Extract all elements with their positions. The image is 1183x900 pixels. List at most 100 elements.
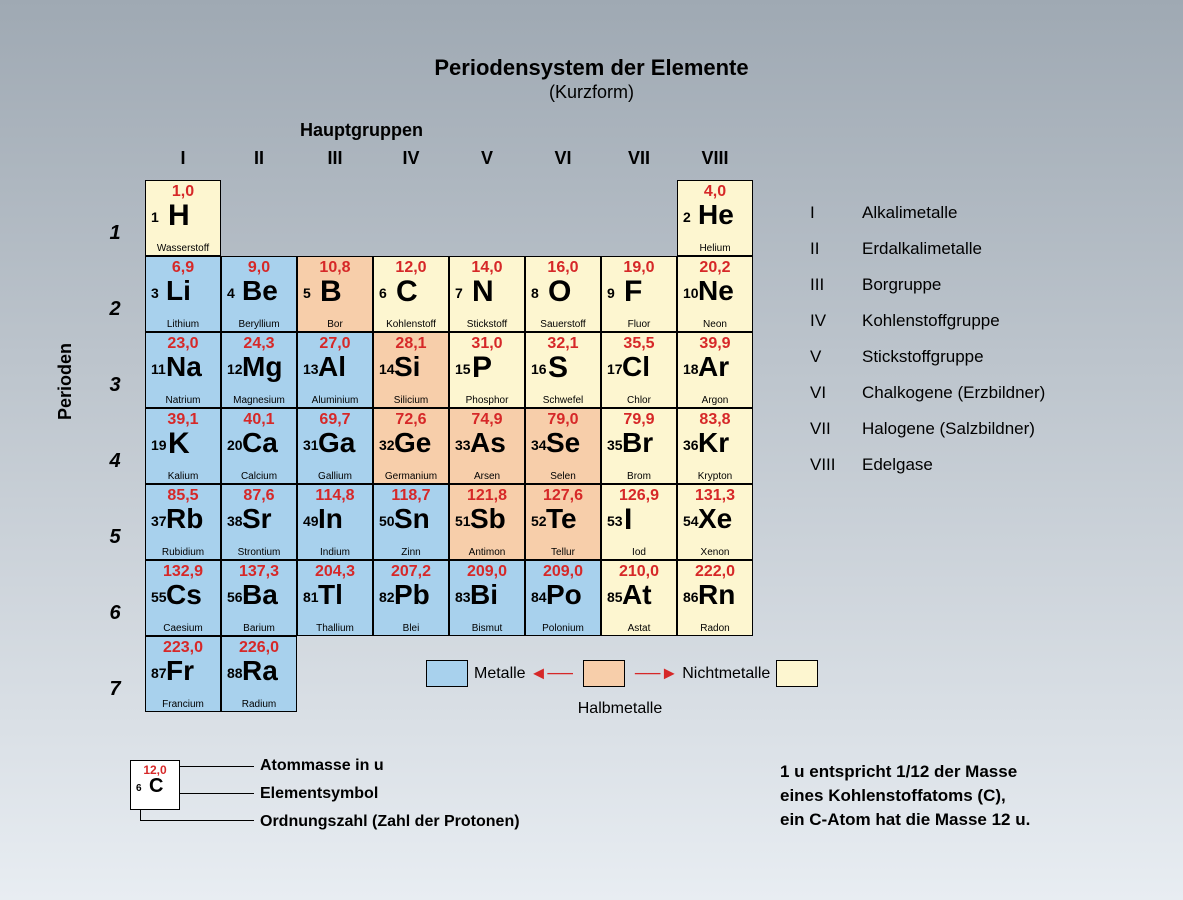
key-line-3 xyxy=(140,820,254,821)
legend-group-label: Edelgase xyxy=(862,447,933,483)
element-number: 51 xyxy=(455,513,471,529)
element-name: Wasserstoff xyxy=(146,243,220,254)
element-name: Aluminium xyxy=(298,395,372,406)
element-symbol: Rn xyxy=(698,579,735,611)
element-cell: 114,849InIndium xyxy=(297,484,373,560)
element-number: 18 xyxy=(683,361,699,377)
element-number: 86 xyxy=(683,589,699,605)
key-sym: C xyxy=(149,775,163,798)
element-symbol: Ar xyxy=(698,351,729,383)
element-symbol: Xe xyxy=(698,503,732,535)
legend-groups: IAlkalimetalleIIErdalkalimetalleIIIBorgr… xyxy=(810,195,1045,483)
element-cell: 35,517ClChlor xyxy=(601,332,677,408)
label-nonmetal: Nichtmetalle xyxy=(682,665,770,683)
element-symbol: C xyxy=(396,275,418,309)
element-cell: 9,04BeBeryllium xyxy=(221,256,297,332)
element-name: Astat xyxy=(602,623,676,634)
element-symbol: P xyxy=(472,351,492,385)
legend-group-num: IV xyxy=(810,303,862,339)
element-symbol: Bi xyxy=(470,579,498,611)
element-symbol: Al xyxy=(318,351,346,383)
element-number: 10 xyxy=(683,285,699,301)
period-number: 2 xyxy=(100,271,130,347)
element-name: Calcium xyxy=(222,471,296,482)
subtitle: (Kurzform) xyxy=(0,82,1183,103)
element-name: Krypton xyxy=(678,471,752,482)
group-header: IV xyxy=(373,148,449,169)
element-cell: 4,02HeHelium xyxy=(677,180,753,256)
element-name: Fluor xyxy=(602,319,676,330)
element-name: Strontium xyxy=(222,547,296,558)
legend-group-num: I xyxy=(810,195,862,231)
element-cell: 16,08OSauerstoff xyxy=(525,256,601,332)
element-cell: 209,083BiBismut xyxy=(449,560,525,636)
element-number: 12 xyxy=(227,361,243,377)
element-number: 53 xyxy=(607,513,623,529)
element-symbol: Sn xyxy=(394,503,430,535)
element-cell: 118,750SnZinn xyxy=(373,484,449,560)
element-name: Argon xyxy=(678,395,752,406)
legend-group-num: VIII xyxy=(810,447,862,483)
element-symbol: Cl xyxy=(622,351,650,383)
element-cell: 74,933AsArsen xyxy=(449,408,525,484)
element-number: 82 xyxy=(379,589,395,605)
element-cell: 32,116SSchwefel xyxy=(525,332,601,408)
legend-group-row: VIIHalogene (Salzbildner) xyxy=(810,411,1045,447)
group-headers: IIIIIIIVVVIVIIVIII xyxy=(145,148,753,169)
legend-group-row: IVKohlenstoffgruppe xyxy=(810,303,1045,339)
element-number: 36 xyxy=(683,437,699,453)
element-number: 83 xyxy=(455,589,471,605)
key-line-2 xyxy=(179,793,254,794)
legend-group-label: Borgruppe xyxy=(862,267,941,303)
element-number: 55 xyxy=(151,589,167,605)
perioden-label: Perioden xyxy=(55,343,76,420)
element-name: Schwefel xyxy=(526,395,600,406)
element-name: Phosphor xyxy=(450,395,524,406)
element-symbol: Te xyxy=(546,503,577,535)
element-name: Sauerstoff xyxy=(526,319,600,330)
group-header: II xyxy=(221,148,297,169)
element-number: 56 xyxy=(227,589,243,605)
element-name: Kohlenstoff xyxy=(374,319,448,330)
element-number: 87 xyxy=(151,665,167,681)
group-header: VI xyxy=(525,148,601,169)
element-symbol: N xyxy=(472,275,494,309)
element-number: 20 xyxy=(227,437,243,453)
title: Periodensystem der Elemente xyxy=(0,55,1183,81)
element-symbol: Na xyxy=(166,351,202,383)
element-name: Blei xyxy=(374,623,448,634)
label-halfmetal: Halbmetalle xyxy=(560,700,680,718)
element-cell: 24,312MgMagnesium xyxy=(221,332,297,408)
element-cell: 79,034SeSelen xyxy=(525,408,601,484)
key-label-ordnung: Ordnungszahl (Zahl der Protonen) xyxy=(260,808,520,836)
legend-group-row: IAlkalimetalle xyxy=(810,195,1045,231)
element-cell: 85,537RbRubidium xyxy=(145,484,221,560)
element-name: Beryllium xyxy=(222,319,296,330)
group-header: III xyxy=(297,148,373,169)
element-name: Bismut xyxy=(450,623,524,634)
element-name: Brom xyxy=(602,471,676,482)
key-line-3v xyxy=(140,809,141,820)
element-number: 35 xyxy=(607,437,623,453)
swatch-halfmetal xyxy=(583,660,625,687)
element-cell: 31,015PPhosphor xyxy=(449,332,525,408)
period-number: 5 xyxy=(100,499,130,575)
legend-group-num: III xyxy=(810,267,862,303)
element-number: 4 xyxy=(227,285,235,301)
element-name: Zinn xyxy=(374,547,448,558)
element-number: 16 xyxy=(531,361,547,377)
element-number: 31 xyxy=(303,437,319,453)
element-number: 88 xyxy=(227,665,243,681)
element-cell: 132,955CsCaesium xyxy=(145,560,221,636)
period-number: 6 xyxy=(100,575,130,651)
element-symbol: Se xyxy=(546,427,580,459)
element-symbol: F xyxy=(624,275,642,309)
element-cell: 204,381TlThallium xyxy=(297,560,373,636)
element-name: Helium xyxy=(678,243,752,254)
element-name: Iod xyxy=(602,547,676,558)
element-symbol: H xyxy=(168,199,190,233)
element-number: 5 xyxy=(303,285,311,301)
element-name: Neon xyxy=(678,319,752,330)
element-name: Germanium xyxy=(374,471,448,482)
element-cell: 19,09FFluor xyxy=(601,256,677,332)
